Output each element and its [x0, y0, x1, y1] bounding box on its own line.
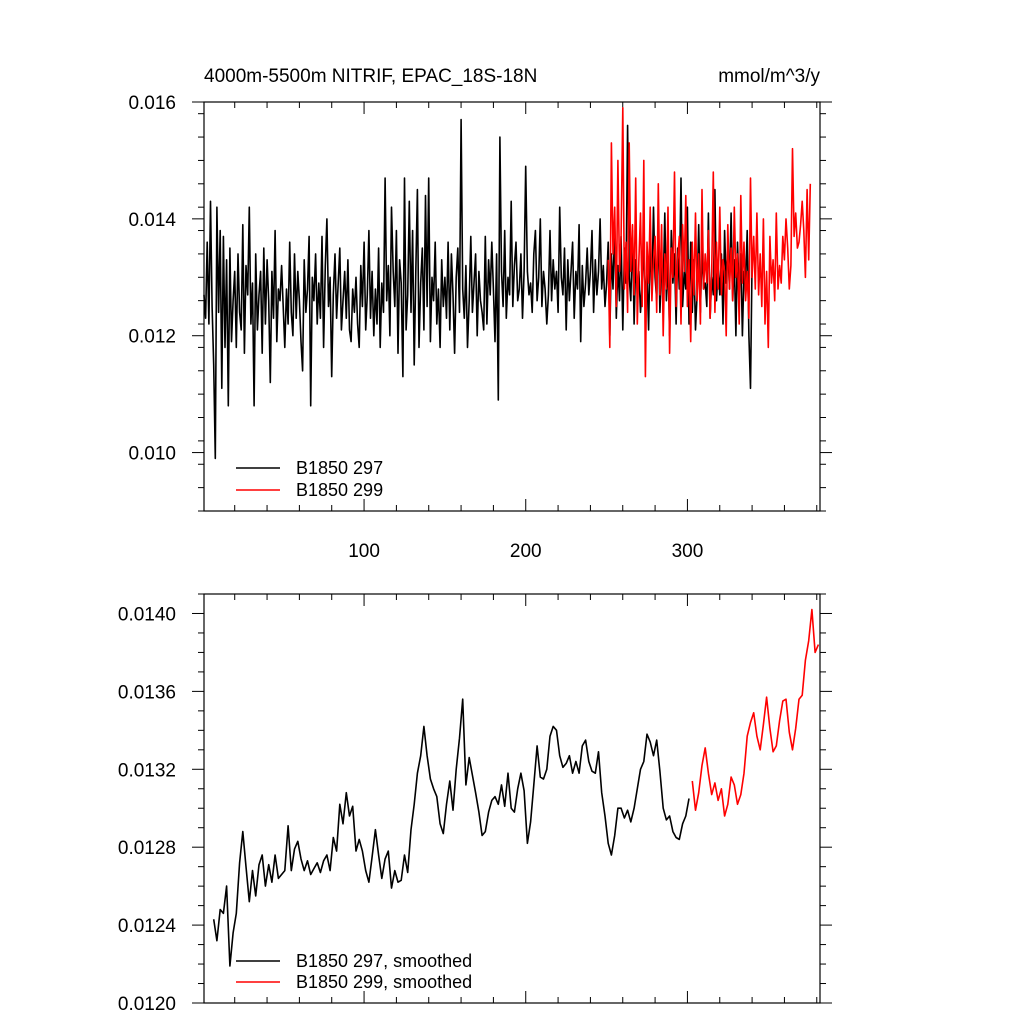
legend: B1850 297, smoothed B1850 299, smoothed	[236, 951, 472, 992]
series-group	[212, 608, 820, 967]
y-tick-label: 0.014	[128, 210, 176, 231]
x-tick-label: 100	[348, 541, 380, 562]
series-line-2	[607, 107, 812, 378]
y-tick-label: 0.012	[128, 327, 176, 348]
series-line-1	[212, 698, 690, 967]
y-tick-label: 0.0136	[118, 682, 176, 703]
legend-label-series-1: B1850 297, smoothed	[296, 951, 472, 971]
tick-marks	[192, 593, 832, 1004]
x-tick-labels: 100 200 300	[348, 541, 703, 562]
y-tick-label: 0.016	[128, 93, 176, 114]
y-tick-labels: 0.0120 0.0124 0.0128 0.0132 0.0136 0.0140	[118, 604, 177, 1015]
y-tick-labels: 0.010 0.012 0.014 0.016	[128, 93, 176, 465]
plot-frame	[203, 101, 821, 512]
bottom-panel: 0.0120 0.0124 0.0128 0.0132 0.0136 0.0140 B18…	[118, 593, 832, 1015]
y-tick-label: 0.0120	[118, 994, 176, 1015]
y-tick-label: 0.010	[128, 444, 176, 465]
x-tick-label: 200	[510, 541, 542, 562]
y-tick-label: 0.0128	[118, 838, 176, 859]
legend-label-series-2: B1850 299, smoothed	[296, 972, 472, 992]
y-tick-label: 0.0124	[118, 916, 177, 937]
y-tick-label: 0.0140	[118, 604, 176, 625]
x-tick-label: 300	[672, 541, 704, 562]
tick-marks	[192, 101, 832, 512]
legend: B1850 297 B1850 299	[236, 458, 383, 500]
legend-label-series-1: B1850 297	[296, 458, 383, 478]
chart-title: 4000m-5500m NITRIF, EPAC_18S-18N	[204, 66, 537, 87]
plot-frame	[203, 593, 821, 1004]
legend-label-series-2: B1850 299	[296, 480, 383, 500]
series-line-2	[691, 608, 820, 817]
units-label: mmol/m^3/y	[718, 66, 820, 87]
series-group	[203, 107, 812, 460]
top-panel: 4000m-5500m NITRIF, EPAC_18S-18N mmol/m^…	[128, 66, 832, 562]
y-tick-label: 0.0132	[118, 760, 176, 781]
